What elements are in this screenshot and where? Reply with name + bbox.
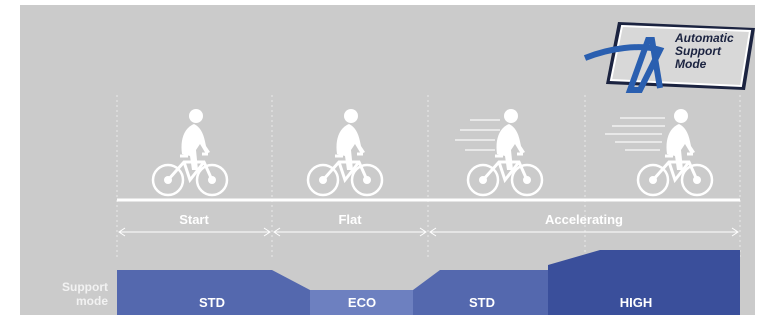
support-label: Support — [62, 280, 108, 294]
logo-text: Mode — [675, 57, 707, 71]
diagram: Automatic Support Mode Start Flat Accele… — [0, 0, 765, 315]
mode-label: STD — [199, 295, 225, 310]
logo-text: Support — [675, 44, 722, 58]
mode-label: HIGH — [620, 295, 653, 310]
mode-label: ECO — [348, 295, 376, 310]
mode-label: STD — [469, 295, 495, 310]
logo-text: Automatic — [674, 31, 734, 45]
phase-label: Start — [179, 212, 209, 227]
support-label: mode — [76, 294, 108, 308]
phase-label: Accelerating — [545, 212, 623, 227]
phase-label: Flat — [338, 212, 362, 227]
